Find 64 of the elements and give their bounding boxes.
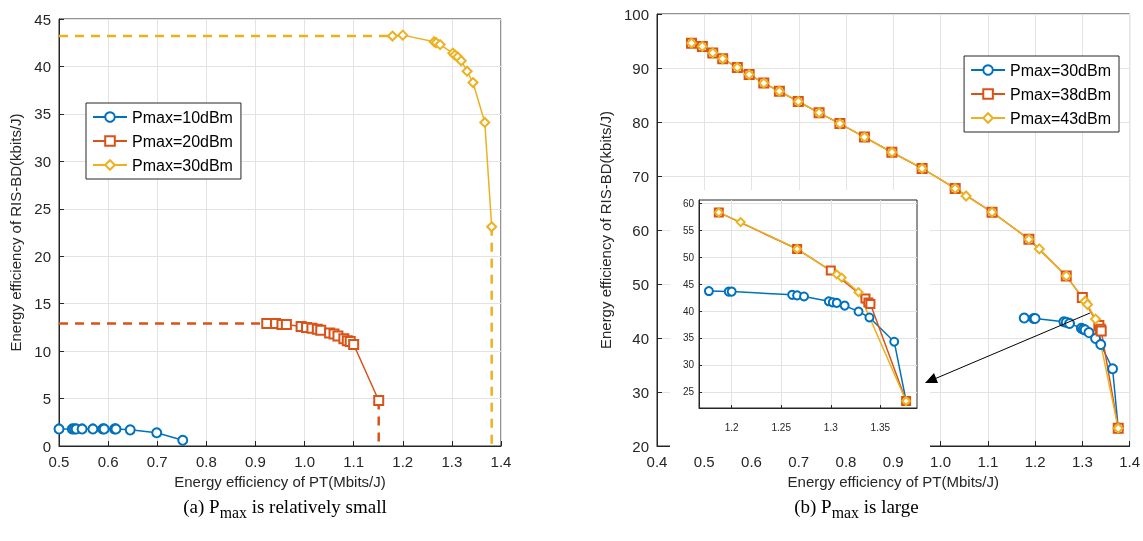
x-tick-label: 0.9 [882,453,904,470]
y-tick-label: 50 [632,275,649,293]
x-axis-title: Energy efficiency of PT(Mbits/J) [174,473,386,490]
x-tick-label: 1.1 [977,453,999,470]
y-tick-label: 40 [34,57,51,75]
legend-label: Pmax=20dBm [132,132,233,150]
y-tick-label: 90 [632,59,649,77]
text: (b) P$_{max}$ is large [793,496,920,522]
y-tick-label: 45 [682,278,695,290]
x-tick-label: 0.6 [97,453,119,470]
x-tick-label: 1.2 [1024,453,1046,470]
x-tick-label: 1.4 [490,453,512,470]
x-tick-label: 1.3 [441,453,463,470]
y-tick-label: 55 [682,224,695,236]
y-tick-label: 35 [34,105,51,123]
y-tick-label: 30 [34,152,51,170]
legend-label: Pmax=30dBm [132,156,233,174]
y-axis-title: Energy efficiency of RIS-BD(kbits/J) [597,110,615,350]
y-tick-label: 35 [682,332,695,344]
y-tick-label: 25 [34,200,51,218]
y-tick-label: 70 [632,167,649,185]
x-tick-label: 0.7 [788,453,810,470]
y-tick-label: 10 [34,342,51,360]
y-tick-label: 0 [42,437,51,455]
x-tick-label: 0.8 [195,453,217,470]
x-tick-label: 1.3 [823,421,839,433]
y-tick-label: 15 [34,295,51,313]
x-tick-label: 1.2 [724,421,740,433]
x-tick-label: 1.1 [343,453,365,470]
y-tick-label: 80 [632,113,649,131]
y-tick-label: 30 [632,383,649,401]
y-tick-label: 60 [682,197,695,209]
x-tick-label: 0.7 [146,453,168,470]
x-tick-label: 0.9 [245,453,266,470]
legend-label: Pmax=10dBm [132,108,233,126]
y-tick-label: 50 [682,251,695,263]
legend-label: Pmax=43dBm [1010,109,1111,127]
y-axis-title: Energy efficiency of RIS-BD(kbits/J) [7,113,24,352]
x-tick-label: 1.4 [1119,453,1140,470]
x-tick-label: 0.5 [48,453,70,470]
x-tick-label: 1.0 [930,453,951,470]
y-tick-label: 40 [632,329,649,347]
y-tick-label: 60 [632,221,649,239]
x-tick-label: 1.2 [392,453,414,470]
y-tick-label: 20 [34,247,51,265]
x-tick-label: 1.3 [1071,453,1093,470]
text: (a) P$_{max}$ is relatively small [182,496,388,522]
x-tick-label: 1.25 [771,421,792,433]
legend-label: Pmax=30dBm [1010,61,1111,79]
y-tick-label: 40 [682,305,695,317]
y-tick-label: 25 [682,386,695,398]
legend-label: Pmax=38dBm [1010,85,1111,103]
y-tick-label: 45 [34,10,51,28]
x-tick-label: 0.6 [741,453,762,470]
y-tick-label: 20 [632,437,649,455]
y-tick-label: 30 [682,359,695,371]
x-tick-label: 0.8 [835,453,857,470]
x-tick-label: 0.4 [646,453,668,470]
x-tick-label: 0.5 [693,453,715,470]
y-tick-label: 100 [623,5,649,23]
y-tick-label: 5 [42,390,51,408]
x-axis-title: Energy efficiency of PT(Mbits/J) [787,473,1000,490]
x-tick-label: 1.35 [870,421,891,433]
x-tick-label: 1.0 [294,453,315,470]
